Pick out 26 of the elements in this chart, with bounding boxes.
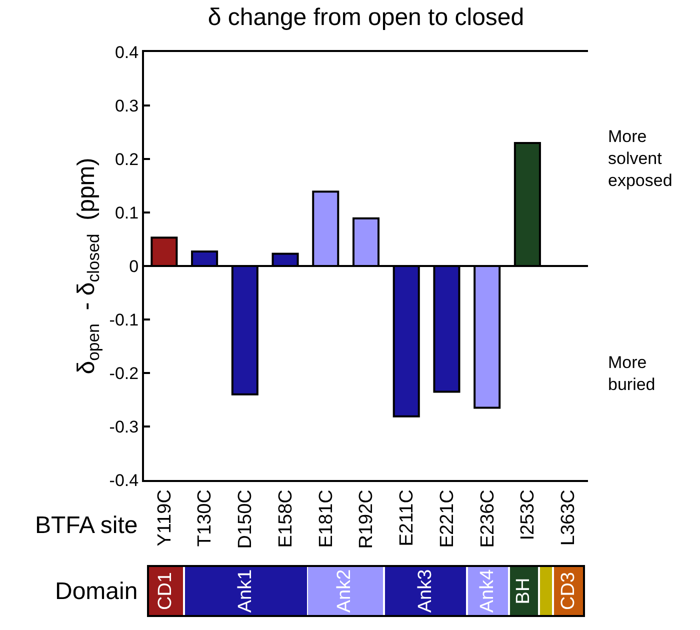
x-tick-label: L363C (558, 490, 579, 546)
y-tick-label: 0 (129, 256, 139, 276)
y-tick-label: 0.4 (114, 42, 139, 62)
x-tick-label: I253C (518, 490, 539, 540)
x-tick-label: R192C (356, 490, 378, 549)
x-tick-label: D150C (235, 490, 256, 549)
x-tick-label: E181C (316, 490, 337, 548)
y-tick-label: -0.2 (109, 364, 139, 383)
y-tick-label: 0.1 (114, 203, 139, 222)
x-tick-label: E211C (396, 490, 418, 546)
x-tick-label: E158C (275, 490, 296, 548)
y-tick-label: 0.2 (114, 150, 139, 169)
x-tick-label: Y119C (154, 490, 176, 546)
text: Domain (55, 578, 138, 605)
text: More buried (608, 353, 656, 394)
y-tick-label: -0.4 (109, 470, 139, 490)
x-tick-label: E236C (477, 490, 498, 548)
domain-strip: CD1 Ank1 Ank2 Ank3 Ank4 BH CD3 (147, 565, 585, 617)
y-tick-label: -0.3 (109, 417, 139, 436)
x-axis-title: BTFA site (35, 512, 138, 539)
chart-title: δ change from open to closed (208, 4, 524, 31)
y-tick-label: -0.1 (109, 310, 139, 330)
x-tick-label: E221C (436, 490, 458, 548)
text: More solvent exposed (608, 127, 672, 190)
y-tick-label: 0.3 (114, 96, 139, 116)
x-tick-label: T130C (194, 490, 216, 547)
